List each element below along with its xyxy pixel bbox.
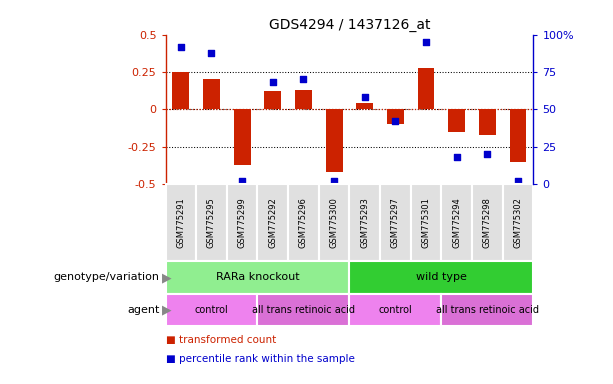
Text: GSM775293: GSM775293 (360, 197, 369, 248)
Text: GSM775297: GSM775297 (391, 197, 400, 248)
Point (513, 178, 523, 184)
Bar (166, 294, 257, 326)
Text: all trans retinoic acid: all trans retinoic acid (252, 305, 355, 315)
Text: GSM775295: GSM775295 (207, 197, 216, 248)
Text: GSM775302: GSM775302 (514, 197, 522, 248)
Bar (227, 184, 257, 261)
Text: GSM775291: GSM775291 (177, 197, 185, 248)
Point (329, 178, 339, 184)
Text: RARa knockout: RARa knockout (216, 272, 299, 283)
Bar (441, 294, 533, 326)
Bar (196, 184, 227, 261)
Bar (417, 68, 435, 109)
Bar (257, 184, 288, 261)
Bar (295, 90, 312, 109)
Text: GSM775296: GSM775296 (299, 197, 308, 248)
Text: GSM775301: GSM775301 (422, 197, 430, 248)
Text: GSM775299: GSM775299 (238, 197, 246, 248)
Text: GSM775300: GSM775300 (330, 197, 338, 248)
Bar (356, 103, 373, 109)
Title: GDS4294 / 1437126_at: GDS4294 / 1437126_at (268, 18, 430, 32)
Bar (472, 184, 503, 261)
Bar (411, 184, 441, 261)
Text: GSM775298: GSM775298 (483, 197, 492, 248)
Point (452, 154, 462, 161)
Bar (172, 72, 189, 109)
Point (207, 50, 216, 56)
Text: GSM775294: GSM775294 (452, 197, 461, 248)
Text: ▶: ▶ (162, 304, 172, 316)
Bar (380, 184, 411, 261)
Bar (349, 261, 533, 294)
Bar (441, 184, 472, 261)
Bar (326, 109, 343, 172)
Bar (349, 294, 441, 326)
Point (237, 178, 247, 184)
Text: GSM775292: GSM775292 (268, 197, 277, 248)
Bar (288, 184, 319, 261)
Text: ▶: ▶ (162, 271, 172, 284)
Point (299, 76, 308, 83)
Text: genotype/variation: genotype/variation (53, 272, 159, 283)
Text: all trans retinoic acid: all trans retinoic acid (436, 305, 539, 315)
Point (360, 94, 370, 101)
Point (268, 79, 278, 86)
Point (390, 118, 400, 124)
Text: control: control (378, 305, 413, 315)
Bar (479, 109, 496, 135)
Text: ■ percentile rank within the sample: ■ percentile rank within the sample (166, 354, 354, 364)
Bar (166, 261, 349, 294)
Bar (257, 294, 349, 326)
Point (176, 43, 186, 50)
Bar (387, 109, 404, 124)
Bar (319, 184, 349, 261)
Text: ■ transformed count: ■ transformed count (166, 335, 276, 345)
Text: agent: agent (127, 305, 159, 315)
Text: control: control (194, 305, 229, 315)
Point (482, 151, 492, 157)
Bar (349, 184, 380, 261)
Bar (503, 184, 533, 261)
Bar (166, 184, 196, 261)
Point (421, 39, 431, 45)
Text: wild type: wild type (416, 272, 466, 283)
Bar (234, 109, 251, 165)
Bar (448, 109, 465, 132)
Bar (264, 91, 281, 109)
Bar (203, 79, 220, 109)
Bar (509, 109, 527, 162)
